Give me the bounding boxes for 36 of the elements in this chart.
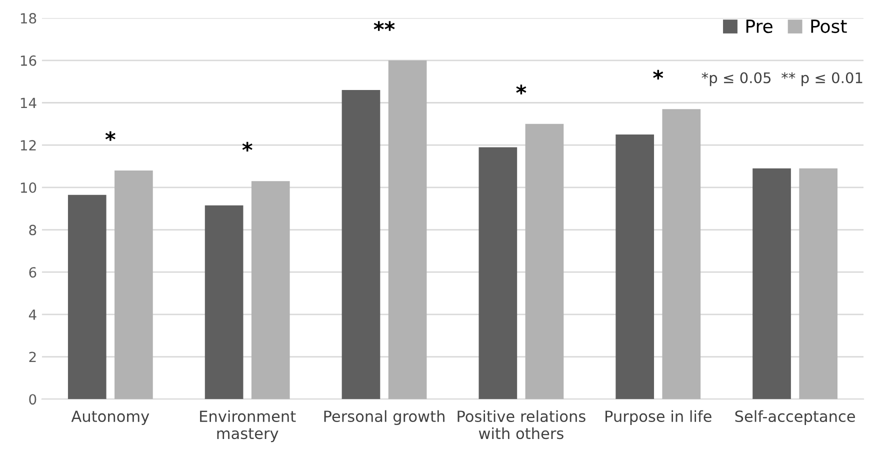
- x-tick-label: Autonomy: [71, 410, 150, 426]
- legend-label: Pre: [746, 20, 772, 34]
- y-tick-label: 8: [29, 224, 36, 236]
- annotation: *: [653, 70, 664, 80]
- bar: [799, 168, 838, 400]
- bar: [616, 134, 654, 400]
- y-tick-label: 6: [29, 267, 36, 278]
- annotation: *: [105, 131, 116, 141]
- bar: [662, 109, 701, 400]
- x-tick-label: Self-acceptance: [735, 410, 855, 426]
- x-tick-label: Purpose in life: [606, 410, 712, 426]
- annotation: *: [516, 84, 526, 94]
- bar: [752, 168, 791, 400]
- y-tick-label: 0: [29, 394, 36, 405]
- y-tick-label: 4: [28, 310, 36, 320]
- annotation: *: [242, 142, 252, 152]
- bar: [525, 124, 564, 400]
- annotation: *p ≤ 0.05 ** p ≤ 0.01: [702, 72, 862, 86]
- y-tick-label: 18: [20, 13, 36, 24]
- x-tick-label: Personal growth: [324, 410, 444, 426]
- legend-label: Post: [811, 20, 847, 34]
- x-tick-label: Positive relations with others: [458, 410, 586, 440]
- bar: [114, 170, 153, 400]
- y-tick-label: 2: [29, 352, 36, 362]
- bar: [342, 90, 380, 400]
- bar: [388, 60, 427, 400]
- annotation: **: [374, 21, 395, 31]
- bar: [204, 205, 244, 400]
- x-tick-label: Environment mastery: [200, 410, 296, 442]
- y-tick-label: 16: [20, 55, 36, 66]
- y-tick-label: 14: [20, 98, 36, 108]
- y-tick-label: 12: [20, 140, 36, 150]
- bar: [478, 147, 518, 400]
- bar: [68, 194, 106, 400]
- bar: [251, 181, 290, 400]
- y-tick-label: 10: [20, 182, 36, 193]
